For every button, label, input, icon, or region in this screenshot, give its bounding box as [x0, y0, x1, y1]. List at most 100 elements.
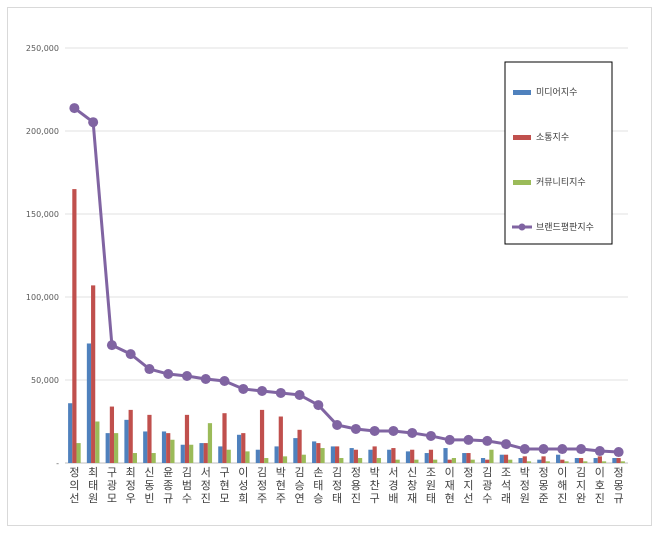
point-브랜드평판지수 [613, 447, 624, 458]
legend-swatch [513, 180, 531, 185]
legend-marker [518, 223, 526, 231]
bar-소통지수 [391, 448, 396, 463]
bar-소통지수 [297, 429, 302, 463]
point-브랜드평판지수 [219, 375, 230, 386]
point-브랜드평판지수 [125, 349, 136, 360]
bar-커뮤니티지수 [170, 439, 175, 463]
bar-미디어지수 [574, 458, 579, 463]
legend-label: 브랜드평판지수 [536, 222, 594, 233]
bar-커뮤니티지수 [433, 459, 438, 463]
bar-소통지수 [541, 456, 546, 463]
point-브랜드평판지수 [350, 423, 361, 434]
point-브랜드평판지수 [557, 444, 568, 455]
bar-소통지수 [278, 416, 283, 463]
bar-미디어지수 [518, 458, 523, 463]
bar-미디어지수 [218, 446, 223, 463]
bar-미디어지수 [255, 449, 260, 463]
bar-커뮤니티지수 [508, 459, 513, 463]
point-브랜드평판지수 [482, 435, 493, 446]
bar-커뮤니티지수 [489, 449, 494, 463]
bar-커뮤니티지수 [564, 461, 569, 463]
bar-커뮤니티지수 [189, 444, 194, 463]
bar-소통지수 [410, 449, 415, 463]
bar-소통지수 [335, 446, 340, 463]
bar-소통지수 [147, 414, 152, 463]
bar-소통지수 [109, 406, 115, 463]
bar-커뮤니티지수 [395, 459, 400, 463]
bar-소통지수 [203, 443, 208, 463]
bar-소통지수 [560, 459, 565, 463]
point-브랜드평판지수 [444, 434, 455, 445]
bar-소통지수 [316, 443, 321, 463]
bar-미디어지수 [537, 459, 542, 463]
bar-소통지수 [578, 458, 584, 463]
point-브랜드평판지수 [181, 371, 192, 382]
bar-소통지수 [372, 446, 377, 463]
point-브랜드평판지수 [294, 389, 305, 400]
bar-소통지수 [72, 189, 77, 463]
bar-커뮤니티지수 [545, 461, 550, 463]
point-브랜드평판지수 [425, 430, 436, 441]
bar-커뮤니티지수 [601, 461, 607, 463]
legend-label: 소통지수 [536, 132, 569, 143]
point-브랜드평판지수 [501, 439, 512, 450]
bar-커뮤니티지수 [376, 458, 381, 463]
legend-label: 커뮤니티지수 [536, 177, 586, 188]
bar-소통지수 [222, 413, 227, 463]
point-브랜드평판지수 [576, 444, 587, 455]
legend-swatch [513, 90, 531, 95]
bar-미디어지수 [480, 458, 486, 463]
y-tick-label: 150,000 [26, 210, 59, 219]
bar-미디어지수 [387, 449, 392, 463]
bar-미디어지수 [424, 453, 429, 463]
bar-미디어지수 [612, 458, 617, 463]
point-브랜드평판지수 [388, 425, 399, 436]
bar-커뮤니티지수 [451, 458, 457, 463]
bar-커뮤니티지수 [132, 453, 137, 463]
point-브랜드평판지수 [275, 387, 286, 398]
bar-커뮤니티지수 [470, 459, 475, 463]
bar-미디어지수 [556, 454, 561, 463]
bar-소통지수 [241, 433, 246, 463]
point-브랜드평판지수 [369, 425, 380, 436]
bar-미디어지수 [86, 343, 92, 463]
chart-frame [7, 7, 652, 526]
bar-소통지수 [503, 454, 509, 463]
bar-소통지수 [466, 453, 471, 463]
bar-소통지수 [184, 414, 190, 463]
y-tick-label: 100,000 [26, 293, 59, 302]
bar-미디어지수 [405, 451, 411, 463]
point-브랜드평판지수 [463, 434, 474, 445]
bar-미디어지수 [443, 448, 448, 463]
bar-미디어지수 [368, 449, 373, 463]
point-브랜드평판지수 [106, 340, 117, 351]
bar-커뮤니티지수 [264, 458, 269, 463]
bar-미디어지수 [593, 458, 598, 463]
point-브랜드평판지수 [144, 364, 155, 375]
y-tick-label: 50,000 [31, 376, 59, 385]
bar-소통지수 [522, 456, 527, 463]
bar-미디어지수 [161, 431, 167, 463]
